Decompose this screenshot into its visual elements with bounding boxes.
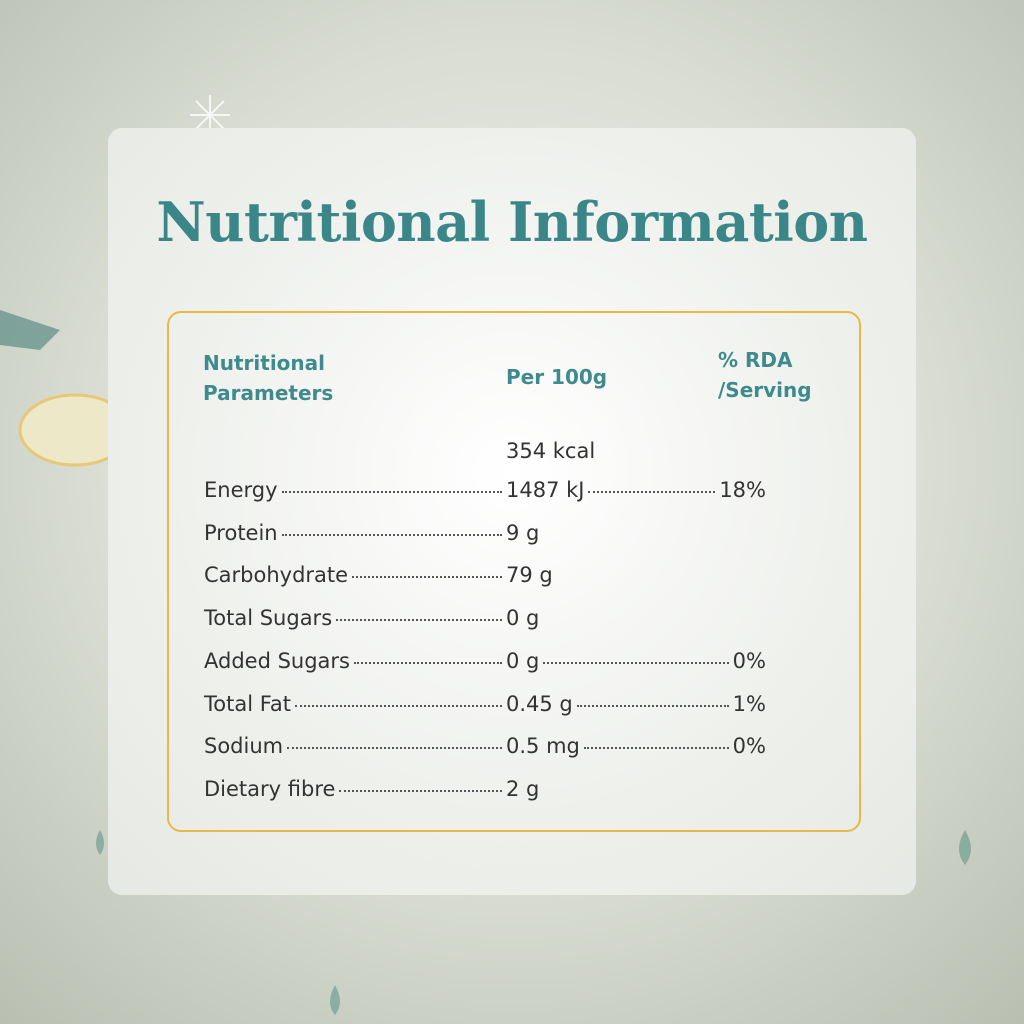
parameter-name: Dietary fibre <box>204 776 336 801</box>
per-100g-value: 354 kcal <box>506 439 596 463</box>
leader-dots <box>583 747 729 750</box>
leader-dots <box>352 576 502 579</box>
per-100g-value: 79 g <box>506 563 553 588</box>
value-cell: 79 g <box>506 563 766 587</box>
table-row: 354 kcal <box>204 439 766 463</box>
leader-dots <box>287 747 502 750</box>
parameter-name: Protein <box>204 520 278 545</box>
per-100g-value: 9 g <box>506 520 540 545</box>
name-cell: Energy <box>204 478 506 502</box>
parameter-name: Total Fat <box>204 691 291 716</box>
table-row: Protein 9 g <box>204 521 766 545</box>
rda-value: 18% <box>719 478 766 502</box>
value-cell: 9 g <box>506 521 766 545</box>
parameter-name: Total Sugars <box>204 606 333 631</box>
table-row: Total Sugars 0 g <box>204 606 766 630</box>
name-cell: Carbohydrate <box>204 563 506 587</box>
name-cell: Protein <box>204 521 506 545</box>
parameter-name: Sodium <box>204 734 284 759</box>
rda-value: 0% <box>732 648 766 673</box>
leader-dots <box>281 533 502 536</box>
per-100g-value: 0.45 g <box>506 691 573 716</box>
value-cell: 0 g <box>506 606 766 630</box>
value-cell: 2 g <box>506 777 766 801</box>
leader-dots <box>294 704 502 707</box>
leader-dots <box>543 661 729 664</box>
leader-dots <box>339 789 502 792</box>
column-header: Per 100g <box>506 365 608 389</box>
value-cell: 1487 kJ 18% <box>506 478 766 502</box>
name-cell: Total Sugars <box>204 606 506 630</box>
parameter-name: Added Sugars <box>204 648 350 673</box>
column-header: Nutritional Parameters <box>203 351 334 405</box>
table-row: Sodium 0.5 mg 0% <box>204 734 766 758</box>
rda-value: 0% <box>732 734 766 759</box>
leader-dots <box>576 704 729 707</box>
leader-dots <box>588 491 716 493</box>
per-100g-value: 0 g <box>506 648 540 673</box>
per-100g-value: 0.5 mg <box>506 734 580 759</box>
name-cell: Total Fat <box>204 692 506 716</box>
name-cell: Added Sugars <box>204 649 506 673</box>
table-row: Dietary fibre 2 g <box>204 777 766 801</box>
value-cell: 0 g 0% <box>506 649 766 673</box>
value-cell: 0.45 g 1% <box>506 692 766 716</box>
name-cell: Dietary fibre <box>204 777 506 801</box>
per-100g-value: 2 g <box>506 776 540 801</box>
value-cell: 0.5 mg 0% <box>506 734 766 758</box>
per-100g-value: 1487 kJ <box>506 478 585 502</box>
table-row: Energy 1487 kJ 18% <box>204 478 766 502</box>
leader-dots <box>281 491 502 493</box>
parameter-name: Carbohydrate <box>204 563 349 588</box>
table-frame <box>167 311 861 832</box>
table-row: Total Fat 0.45 g 1% <box>204 692 766 716</box>
value-cell: 354 kcal <box>506 439 766 463</box>
per-100g-value: 0 g <box>506 606 540 631</box>
rda-value: 1% <box>732 691 766 716</box>
parameter-name: Energy <box>204 478 278 502</box>
title: Nutritional Information <box>156 190 868 254</box>
card <box>108 128 916 895</box>
name-cell: Sodium <box>204 734 506 758</box>
table-row: Carbohydrate 79 g <box>204 563 766 587</box>
column-header: % RDA /Serving <box>718 348 812 402</box>
leader-dots <box>336 619 502 622</box>
table-row: Added Sugars 0 g 0% <box>204 649 766 673</box>
leader-dots <box>354 661 502 664</box>
